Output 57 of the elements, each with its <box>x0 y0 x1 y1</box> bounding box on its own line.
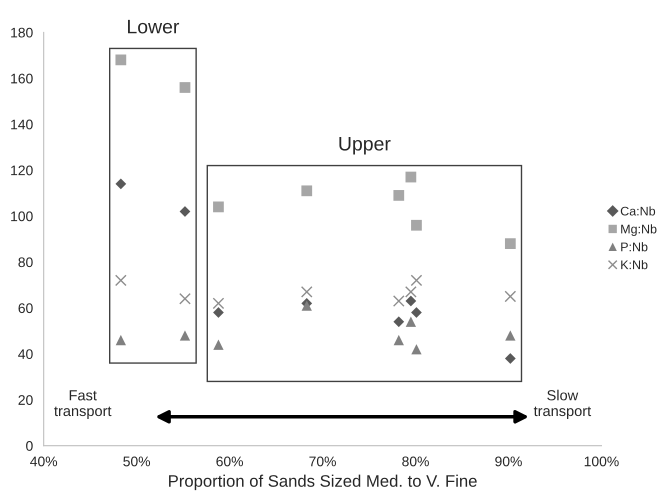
x-tick-label: 60% <box>216 456 244 466</box>
point <box>300 286 313 298</box>
point <box>301 185 312 196</box>
x-tick-label: 100% <box>584 456 619 466</box>
y-tick-label: 20 <box>18 395 33 405</box>
point <box>393 190 404 201</box>
y-tick-label: 180 <box>11 28 33 38</box>
y-tick-label: 40 <box>18 349 33 360</box>
annotation: Fast transport <box>54 390 112 420</box>
point <box>411 220 422 231</box>
point <box>405 286 417 298</box>
y-tick-label: 120 <box>11 165 33 176</box>
point <box>179 292 191 305</box>
annotation: Slow transport <box>534 390 592 420</box>
point <box>504 353 516 364</box>
point <box>115 54 126 66</box>
point <box>392 295 405 307</box>
annotation: Lower <box>128 20 180 34</box>
y-tick-label: 0 <box>26 441 33 451</box>
x-axis-title: Proportion of Sands Sized Med. to V. Fine <box>169 474 477 490</box>
point <box>180 330 190 341</box>
y-tick-label: 160 <box>11 74 33 84</box>
point <box>180 206 190 217</box>
y-tick-label: 100 <box>11 211 33 222</box>
point <box>302 300 312 311</box>
legend-label: K:Nb <box>621 260 648 270</box>
point <box>213 340 224 350</box>
point <box>394 334 404 346</box>
legend-label: Mg:Nb <box>621 224 656 236</box>
point <box>410 274 422 286</box>
y-tick-label: 60 <box>18 303 33 314</box>
point <box>116 334 126 346</box>
y-tick-label: 140 <box>11 120 33 130</box>
point <box>504 290 516 302</box>
point <box>505 330 516 341</box>
y-tick-label: 80 <box>18 257 33 268</box>
point <box>405 296 416 306</box>
point <box>180 82 190 93</box>
x-tick-label: 50% <box>123 456 150 466</box>
x-tick-label: 40% <box>30 456 58 466</box>
legend-label: Ca:Nb <box>620 206 656 216</box>
point <box>411 344 422 354</box>
point <box>406 316 416 327</box>
point <box>504 238 516 250</box>
x-tick-label: 80% <box>402 456 429 466</box>
legend-label: P:Nb <box>621 242 648 252</box>
point <box>115 178 126 190</box>
x-tick-label: 90% <box>495 456 522 466</box>
point <box>405 172 416 182</box>
point <box>393 316 404 328</box>
point <box>213 307 224 318</box>
point <box>411 307 422 318</box>
x-tick-label: 70% <box>309 456 336 466</box>
point <box>114 274 127 286</box>
point <box>213 202 224 212</box>
point <box>212 297 224 310</box>
annotation: Upper <box>339 137 391 154</box>
